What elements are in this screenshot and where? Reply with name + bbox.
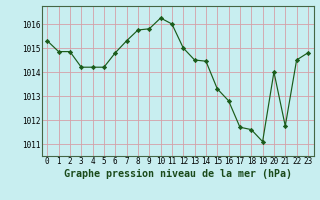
- X-axis label: Graphe pression niveau de la mer (hPa): Graphe pression niveau de la mer (hPa): [64, 169, 292, 179]
